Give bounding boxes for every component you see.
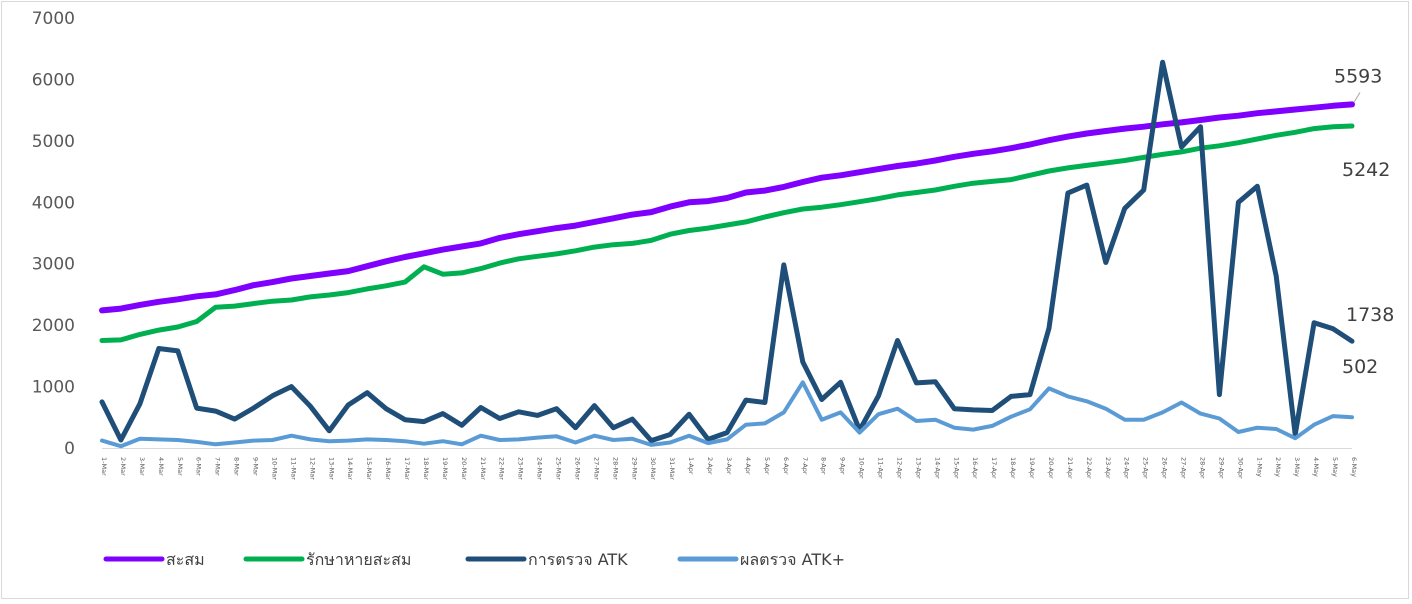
x-tick-label: 12-Mar — [308, 457, 316, 480]
x-tick-label: 1-Mar — [100, 457, 108, 476]
x-tick-label: 25-Mar — [555, 457, 563, 480]
x-tick-label: 3-Apr — [725, 457, 733, 475]
x-tick-label: 13-Apr — [914, 457, 922, 479]
x-tick-label: 11-Mar — [289, 457, 297, 480]
series-line-3 — [99, 59, 1355, 444]
x-tick-label: 16-Mar — [384, 457, 392, 480]
x-tick-label: 17-Mar — [403, 457, 411, 480]
x-tick-label: 19-Apr — [1028, 457, 1036, 479]
series-end-label: 1738 — [1346, 304, 1394, 326]
x-tick-label: 5-May — [1331, 457, 1339, 477]
x-tick-label: 29-Apr — [1217, 457, 1225, 479]
x-tick-label: 21-Mar — [479, 457, 487, 480]
y-tick-label: 2000 — [32, 316, 75, 336]
x-tick-label: 11-Apr — [877, 457, 885, 479]
x-tick-label: 7-Mar — [214, 457, 222, 476]
y-tick-label: 0 — [64, 439, 75, 459]
x-tick-label: 1-May — [1255, 457, 1263, 477]
x-tick-label: 10-Apr — [858, 457, 866, 479]
legend-label-3: การตรวจ ATK — [528, 550, 628, 569]
x-tick-label: 18-Mar — [422, 457, 430, 480]
y-tick-label: 4000 — [32, 193, 75, 213]
x-tick-label: 6-May — [1350, 457, 1358, 477]
x-tick-label: 5-Mar — [176, 457, 184, 476]
x-tick-label: 8-Apr — [820, 457, 828, 475]
y-tick-label: 3000 — [32, 255, 75, 275]
x-tick-label: 9-Mar — [252, 457, 260, 476]
x-tick-label: 28-Mar — [611, 457, 619, 480]
y-tick-label: 7000 — [32, 9, 75, 29]
x-tick-label: 2-Apr — [706, 457, 714, 475]
x-tick-label: 4-Mar — [157, 457, 165, 476]
series-end-label: 502 — [1342, 356, 1378, 378]
series-lines — [99, 59, 1355, 449]
x-tick-label: 30-Apr — [1236, 457, 1244, 479]
x-tick-label: 20-Apr — [1047, 457, 1055, 479]
x-tick-label: 28-Apr — [1198, 457, 1206, 479]
x-tick-label: 24-Mar — [536, 457, 544, 480]
y-tick-label: 1000 — [32, 378, 75, 398]
x-tick-label: 6-Apr — [782, 457, 790, 475]
x-tick-label: 2-Mar — [119, 457, 127, 476]
x-tick-label: 23-Mar — [517, 457, 525, 480]
series-end-label: 5242 — [1342, 159, 1390, 181]
x-tick-label: 15-Apr — [952, 457, 960, 479]
x-tick-label: 10-Mar — [270, 457, 278, 480]
x-tick-label: 3-Mar — [138, 457, 146, 476]
x-tick-label: 23-Apr — [1104, 457, 1112, 479]
x-tick-label: 4-Apr — [744, 457, 752, 475]
x-tick-label: 26-Apr — [1161, 457, 1169, 479]
x-tick-label: 2-May — [1274, 457, 1282, 477]
x-tick-label: 25-Apr — [1142, 457, 1150, 479]
x-tick-label: 13-Mar — [327, 457, 335, 480]
x-tick-label: 8-Mar — [233, 457, 241, 476]
x-tick-label: 22-Apr — [1085, 457, 1093, 479]
x-tick-label: 30-Mar — [649, 457, 657, 480]
legend: สะสม รักษาหายสะสม การตรวจ ATK ผลตรวจ ATK+ — [103, 550, 845, 569]
x-tick-label: 21-Apr — [1066, 457, 1074, 479]
x-tick-label: 31-Mar — [668, 457, 676, 480]
x-tick-label: 17-Apr — [990, 457, 998, 479]
x-tick-label: 6-Mar — [195, 457, 203, 476]
series-line-1 — [99, 101, 1355, 314]
x-tick-label: 4-May — [1312, 457, 1320, 477]
x-tick-label: 15-Mar — [365, 457, 373, 480]
series-end-label: 5593 — [1334, 65, 1382, 87]
x-tick-label: 24-Apr — [1123, 457, 1131, 479]
series-end-labels: 5593 5242 1738 502 — [1334, 65, 1394, 378]
x-tick-label: 29-Mar — [630, 457, 638, 480]
series-line-2 — [99, 123, 1355, 343]
x-axis-tick-labels: 1-Mar 2-Mar 3-Mar 4-Mar 5-Mar 6-Mar 7-Mar 8-Mar… — [100, 457, 1358, 480]
x-tick-label: 18-Apr — [1009, 457, 1017, 479]
legend-label-1: สะสม — [166, 550, 205, 569]
x-tick-label: 26-Mar — [573, 457, 581, 480]
y-tick-label: 5000 — [32, 132, 75, 152]
end-label-leader — [1353, 92, 1361, 103]
x-tick-label: 12-Apr — [895, 457, 903, 479]
x-tick-label: 14-Mar — [346, 457, 354, 480]
x-tick-label: 19-Mar — [441, 457, 449, 480]
y-axis-tick-labels: 0 1000 2000 3000 4000 5000 6000 7000 — [32, 9, 75, 459]
x-tick-label: 1-Apr — [687, 457, 695, 475]
x-tick-label: 27-Mar — [592, 457, 600, 480]
x-tick-label: 20-Mar — [460, 457, 468, 480]
x-tick-label: 14-Apr — [933, 457, 941, 479]
x-tick-label: 5-Apr — [763, 457, 771, 475]
legend-label-4: ผลตรวจ ATK+ — [740, 550, 845, 569]
x-tick-label: 16-Apr — [971, 457, 979, 479]
x-tick-label: 3-May — [1293, 457, 1301, 477]
y-tick-label: 6000 — [32, 70, 75, 90]
x-tick-label: 27-Apr — [1180, 457, 1188, 479]
legend-label-2: รักษาหายสะสม — [306, 550, 411, 569]
series-line-4 — [100, 380, 1354, 449]
x-tick-label: 9-Apr — [839, 457, 847, 475]
x-tick-label: 7-Apr — [801, 457, 809, 475]
x-tick-label: 22-Mar — [498, 457, 506, 480]
